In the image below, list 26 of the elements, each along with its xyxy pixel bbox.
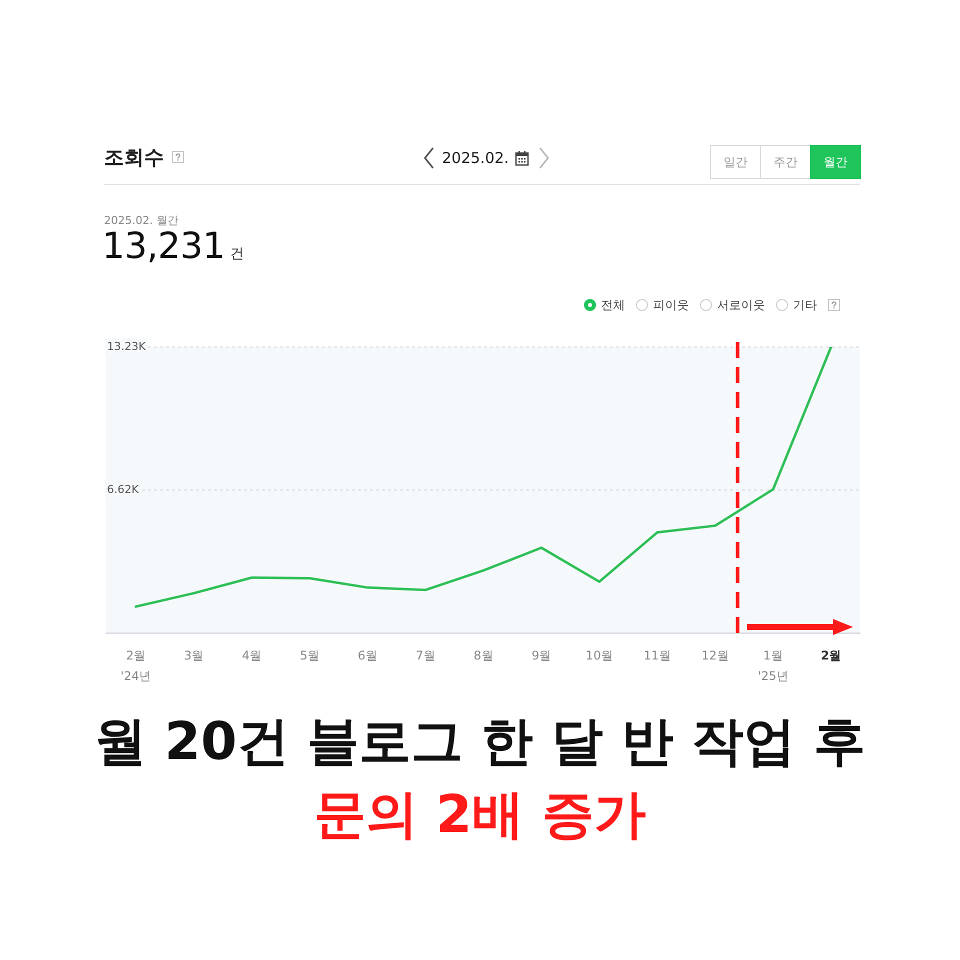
y-tick-label: 13.23K [107, 340, 146, 353]
x-tick-label: 2월 '24년 [120, 648, 152, 683]
x-tick-label: 9월 [532, 648, 552, 663]
text: 기타 [793, 296, 817, 314]
text: 서로이웃 [717, 296, 765, 314]
x-tick-label: 11월 [644, 648, 671, 663]
text: 전체 [601, 296, 625, 314]
x-tick-label: 6월 [358, 648, 378, 663]
text: 건 [230, 246, 244, 262]
x-tick-label: 7월 [416, 648, 436, 663]
text: 13,231 [102, 226, 225, 267]
x-tick-label: 8월 [474, 648, 494, 663]
x-tick-label: 10월 [586, 648, 613, 663]
x-tick-label: 2월 [820, 648, 842, 663]
x-tick-label: 5월 [300, 648, 320, 663]
text: 2025.02. 월간 [104, 214, 178, 227]
text: 월 20건 블로그 한 달 반 작업 후 [94, 712, 866, 772]
y-tick-label: 6.62K [107, 482, 140, 496]
text: 문의 2배 증가 [314, 785, 646, 845]
x-tick-label: 4월 [242, 648, 262, 663]
x-tick-label: 1월 '25년 [758, 648, 788, 683]
text: 2025.02. [442, 149, 509, 167]
x-tick-label: 12월 [702, 648, 729, 663]
text: 피이웃 [653, 296, 689, 314]
chart-title: 조회수 [104, 144, 164, 170]
x-tick-label: 3월 [184, 648, 204, 663]
